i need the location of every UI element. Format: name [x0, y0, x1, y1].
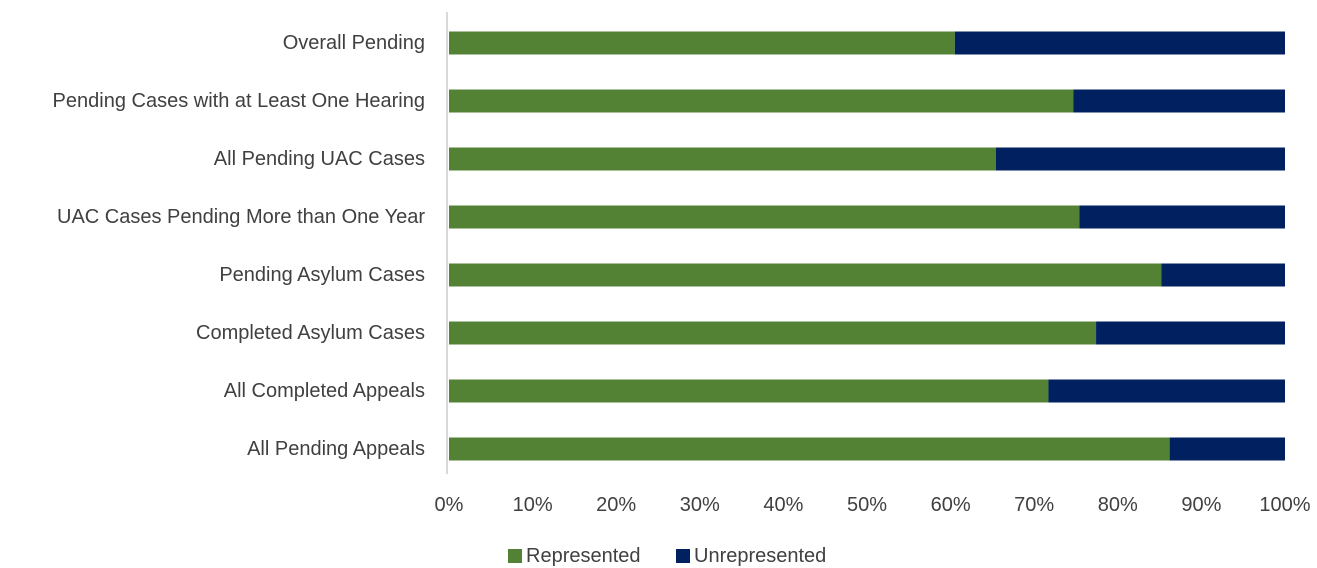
category-label: UAC Cases Pending More than One Year: [57, 206, 425, 228]
x-tick-label: 80%: [1098, 494, 1138, 516]
x-tick-label: 30%: [680, 494, 720, 516]
x-axis-ticks: 0% 10% 20% 30% 40% 50% 60% 70% 80% 90% 100%: [435, 494, 1311, 516]
bar-segment-unrepresented: [1079, 205, 1285, 229]
x-tick-label: 40%: [763, 494, 803, 516]
x-tick-label: 90%: [1181, 494, 1221, 516]
legend-swatch-represented: [508, 549, 522, 563]
bar-segment-represented: [449, 31, 955, 55]
bar-segment-unrepresented: [1096, 321, 1285, 345]
bar-segment-unrepresented: [995, 147, 1285, 171]
bars-layer: [449, 31, 1285, 461]
bar-segment-unrepresented: [1161, 263, 1285, 287]
category-label: Completed Asylum Cases: [196, 322, 425, 344]
bar-segment-represented: [449, 379, 1049, 403]
x-tick-label: 70%: [1014, 494, 1054, 516]
x-tick-label: 20%: [596, 494, 636, 516]
bar-segment-represented: [449, 437, 1170, 461]
bar-segment-unrepresented: [954, 31, 1285, 55]
category-labels: Overall Pending Pending Cases with at Lea…: [53, 32, 426, 460]
legend: Represented Unrepresented: [508, 545, 826, 567]
bar-segment-unrepresented: [1048, 379, 1285, 403]
category-label: Overall Pending: [283, 32, 425, 54]
legend-label-represented: Represented: [526, 545, 641, 567]
x-tick-label: 60%: [931, 494, 971, 516]
bar-segment-represented: [449, 205, 1080, 229]
bar-segment-represented: [449, 263, 1162, 287]
category-label: Pending Asylum Cases: [219, 264, 425, 286]
category-label: All Completed Appeals: [224, 380, 425, 402]
category-label: All Pending Appeals: [247, 438, 425, 460]
x-tick-label: 0%: [435, 494, 464, 516]
bar-segment-represented: [449, 321, 1097, 345]
x-tick-label: 100%: [1259, 494, 1310, 516]
x-tick-label: 10%: [513, 494, 553, 516]
legend-swatch-unrepresented: [676, 549, 690, 563]
x-tick-label: 50%: [847, 494, 887, 516]
bar-segment-unrepresented: [1169, 437, 1285, 461]
category-label: Pending Cases with at Least One Hearing: [53, 90, 425, 112]
bar-segment-unrepresented: [1073, 89, 1285, 113]
category-label: All Pending UAC Cases: [214, 148, 425, 170]
bar-segment-represented: [449, 89, 1074, 113]
bar-segment-represented: [449, 147, 996, 171]
legend-label-unrepresented: Unrepresented: [694, 545, 826, 567]
